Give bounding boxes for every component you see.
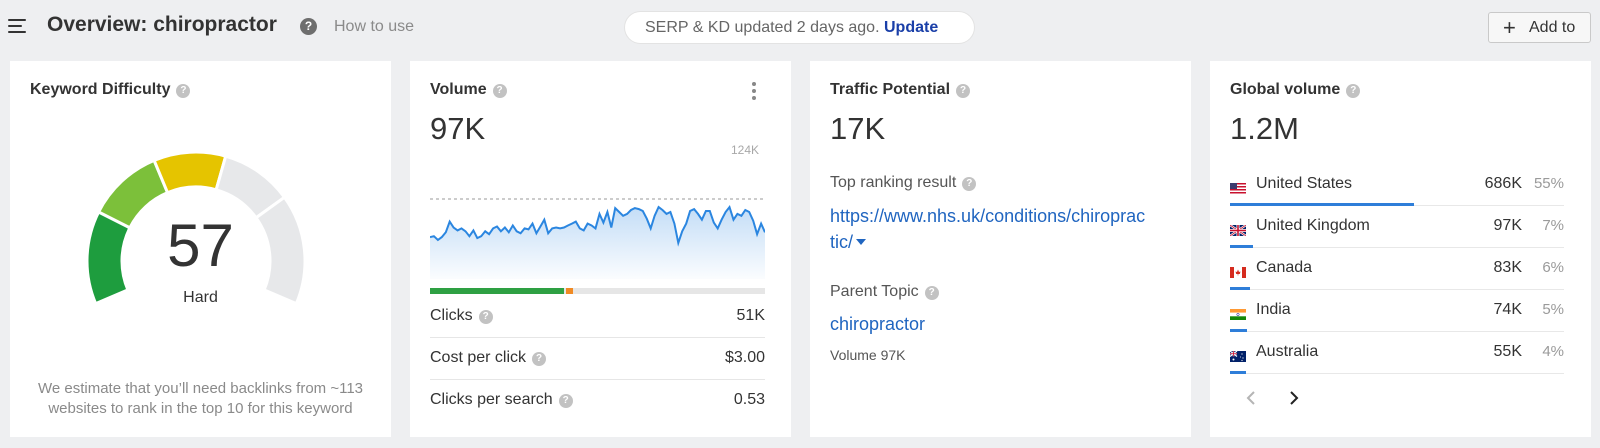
paid-clicks-segment [566, 288, 573, 294]
card-title: Traffic Potential? [830, 81, 971, 99]
difficulty-gauge [85, 150, 307, 306]
chart-max-label: 124K [731, 143, 760, 157]
country-share-bar [1230, 329, 1247, 332]
difficulty-note: We estimate that you’ll need backlinks f… [37, 380, 364, 417]
difficulty-score: 57 [167, 212, 234, 279]
parent-topic-volume: Volume 97K [830, 347, 906, 363]
country-name: United Kingdom [1256, 217, 1370, 234]
update-link[interactable]: Update [883, 19, 939, 36]
help-icon[interactable]: ? [962, 177, 977, 191]
help-icon[interactable]: ? [558, 394, 573, 408]
top-ranking-label: Top ranking result? [830, 174, 977, 192]
volume-value: 97K [430, 111, 486, 146]
help-icon[interactable]: ? [1346, 84, 1361, 98]
us-flag-icon [1230, 183, 1246, 194]
india-flag-icon [1230, 309, 1246, 320]
serp-status-banner: SERP & KD updated 2 days ago. Update [625, 12, 974, 43]
country-percent: 55% [1533, 175, 1564, 192]
country-percent: 5% [1542, 301, 1564, 318]
keyword-difficulty-card: Keyword Difficulty? 57 Hard We estimate … [10, 61, 391, 437]
previous-page-icon[interactable] [1242, 388, 1262, 408]
country-row[interactable]: India 74K 5% [1230, 289, 1564, 332]
country-share-bar [1230, 287, 1251, 290]
organic-clicks-segment [430, 288, 564, 294]
australia-flag-icon [1230, 351, 1246, 362]
gauge-segment-hard [152, 150, 228, 195]
metric-row: Clicks? 51K [430, 307, 765, 349]
page-title: Overview: chiropractor [47, 13, 277, 36]
metric-value: 0.53 [733, 391, 765, 408]
country-row[interactable]: Australia 55K 4% [1230, 331, 1564, 374]
country-share-bar [1230, 203, 1414, 206]
chart-line [430, 205, 765, 247]
country-share-bar [1230, 245, 1254, 248]
metric-row: Clicks per search? 0.53 [430, 391, 765, 433]
card-title: Global volume? [1230, 81, 1361, 99]
canada-flag-icon [1230, 267, 1246, 278]
gauge-segment-empty [253, 195, 307, 306]
traffic-potential-card: Traffic Potential? 17K Top ranking resul… [810, 61, 1191, 437]
help-icon[interactable]: ? [924, 286, 939, 300]
country-name: Canada [1256, 259, 1313, 276]
country-name: Australia [1256, 343, 1319, 360]
country-volume: 74K [1493, 301, 1522, 318]
help-icon[interactable]: ? [956, 84, 971, 98]
top-ranking-url[interactable]: https://www.nhs.uk/conditions/chiroprac … [830, 206, 1146, 252]
metric-label: Clicks [430, 307, 473, 324]
metric-value: 51K [736, 307, 765, 324]
card-title: Keyword Difficulty? [30, 81, 191, 99]
metric-label: Cost per click [430, 349, 527, 366]
chart-area [430, 207, 765, 279]
country-name: United States [1256, 175, 1353, 192]
country-row[interactable]: Canada 83K 6% [1230, 247, 1564, 290]
country-volume: 83K [1493, 259, 1522, 276]
country-percent: 6% [1542, 259, 1564, 276]
help-icon[interactable]: ? [532, 352, 547, 366]
country-row[interactable]: United Kingdom 97K 7% [1230, 205, 1564, 248]
card-title: Volume? [430, 81, 507, 99]
country-row[interactable]: United States 686K 55% [1230, 163, 1564, 206]
divider [430, 379, 765, 380]
help-icon[interactable]: ? [300, 18, 317, 35]
difficulty-label: Hard [183, 289, 218, 306]
plus-icon: + [1503, 15, 1516, 40]
parent-topic-label: Parent Topic? [830, 283, 939, 301]
metric-row: Cost per click? $3.00 [430, 349, 765, 391]
country-volume: 97K [1493, 217, 1522, 234]
volume-trend-chart [430, 198, 765, 279]
divider [430, 337, 765, 338]
country-name: India [1256, 301, 1291, 318]
add-to-button[interactable]: + Add to [1488, 12, 1591, 43]
more-options-icon[interactable] [751, 81, 757, 101]
traffic-potential-value: 17K [830, 111, 886, 146]
help-icon[interactable]: ? [492, 84, 507, 98]
clicks-distribution-bar [430, 288, 765, 294]
global-volume-card: Global volume? 1.2M United States 686K 5… [1210, 61, 1591, 437]
volume-card: Volume? 97K 124K Clicks? 51K Cost per cl… [410, 61, 791, 437]
country-volume: 55K [1493, 343, 1522, 360]
metric-value: $3.00 [724, 349, 765, 366]
country-percent: 7% [1542, 217, 1564, 234]
country-percent: 4% [1542, 343, 1564, 360]
country-volume: 686K [1484, 175, 1522, 192]
uk-flag-icon [1230, 225, 1246, 236]
metric-label: Clicks per search [430, 391, 553, 408]
dropdown-caret-icon[interactable] [856, 239, 867, 245]
serp-status-text: SERP & KD updated 2 days ago. [645, 19, 880, 36]
help-icon[interactable]: ? [176, 84, 191, 98]
next-page-icon[interactable] [1284, 388, 1304, 408]
add-to-label: Add to [1529, 19, 1576, 36]
country-share-bar [1230, 371, 1246, 374]
menu-icon[interactable] [8, 17, 28, 35]
global-volume-value: 1.2M [1230, 111, 1299, 146]
parent-topic-link[interactable]: chiropractor [830, 314, 926, 334]
how-to-use-link[interactable]: How to use [334, 18, 415, 35]
help-icon[interactable]: ? [478, 310, 493, 324]
